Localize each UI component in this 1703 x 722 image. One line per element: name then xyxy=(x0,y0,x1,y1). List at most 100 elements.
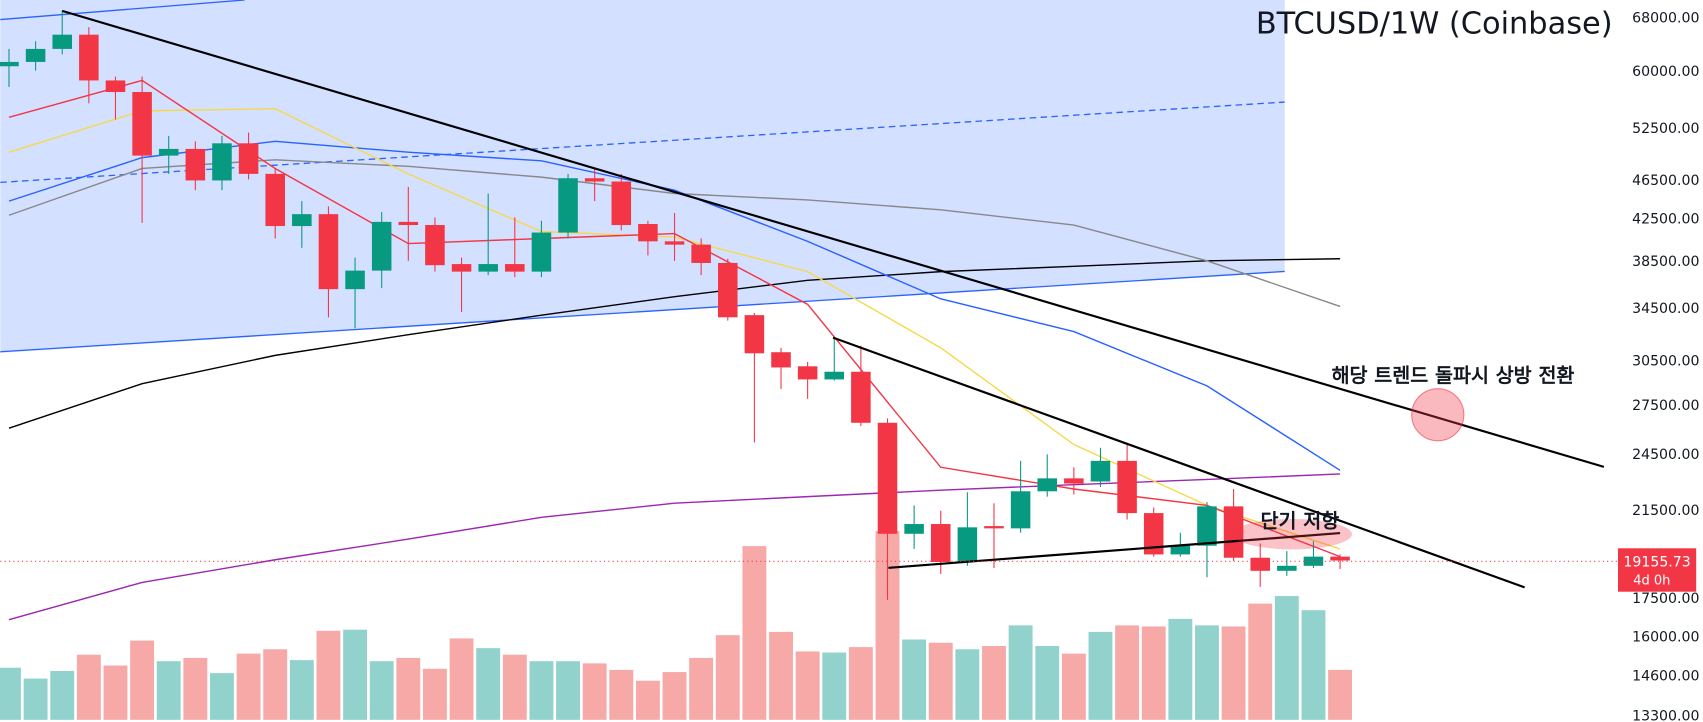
volume-bar xyxy=(236,653,261,720)
volume-bar xyxy=(875,530,900,720)
channel-mid xyxy=(0,101,1285,184)
volume-bar xyxy=(1195,625,1219,720)
annotation: 해당 트렌드 돌파시 상방 전환 xyxy=(1332,364,1575,387)
volume-bar xyxy=(316,630,341,720)
candle-body xyxy=(584,178,605,182)
volume-bar xyxy=(183,657,208,720)
y-tick-label: 42500.00 xyxy=(1632,212,1699,228)
candle-body xyxy=(345,270,365,290)
volume-bar xyxy=(1168,618,1193,720)
volume-bar xyxy=(582,663,607,720)
volume-bar xyxy=(928,642,953,720)
volume-bar xyxy=(529,661,554,720)
candle-body xyxy=(1197,506,1217,546)
candle-body xyxy=(79,34,99,81)
candle-body xyxy=(371,221,392,271)
volume-bar xyxy=(289,660,314,720)
highlight-circle xyxy=(1411,388,1465,442)
channel-upper xyxy=(0,0,245,21)
candle-body xyxy=(797,366,818,380)
y-tick-label: 14600.00 xyxy=(1632,669,1699,685)
y-tick-label: 21500.00 xyxy=(1632,503,1699,519)
volume-bar xyxy=(1248,603,1273,720)
volume-bar xyxy=(715,635,740,720)
candle-body xyxy=(1117,460,1137,514)
volume-bar xyxy=(1115,625,1140,720)
volume-bar xyxy=(1274,596,1299,720)
y-tick-label: 38500.00 xyxy=(1632,254,1699,270)
volume-bar xyxy=(769,631,793,720)
volume-bar xyxy=(556,661,580,720)
candle-body xyxy=(904,524,924,534)
candle-layer xyxy=(0,10,1350,600)
volume-bar xyxy=(396,657,421,720)
candle-body xyxy=(957,527,978,562)
y-tick-label: 17500.00 xyxy=(1632,591,1699,607)
candle-body xyxy=(478,264,498,272)
volume-bar xyxy=(449,638,474,720)
volume-bar xyxy=(689,657,714,720)
candle-body xyxy=(1303,556,1324,566)
candle-body xyxy=(744,315,765,354)
y-tick-label: 46500.00 xyxy=(1632,173,1699,189)
y-tick-label: 52500.00 xyxy=(1632,121,1699,137)
candle-body xyxy=(851,371,871,423)
trendlines xyxy=(0,9,1619,589)
volume-bar xyxy=(476,648,501,720)
volume-bar xyxy=(848,647,873,720)
moving-average xyxy=(8,258,1341,429)
candle-body xyxy=(1037,478,1058,492)
candle-body xyxy=(505,264,525,272)
candle-body xyxy=(212,143,232,181)
volume-bar xyxy=(50,670,75,720)
candle-body xyxy=(265,173,285,227)
volume-bar xyxy=(343,629,368,720)
candle-body xyxy=(292,214,312,227)
volume-bar xyxy=(822,652,847,720)
candle-body xyxy=(1090,460,1111,482)
candle-body xyxy=(930,524,951,562)
volume-bar xyxy=(1221,626,1246,720)
candle-body xyxy=(318,214,339,290)
y-tick-label: 13300.00 xyxy=(1632,709,1699,722)
volume-bar xyxy=(210,673,234,720)
candle-body xyxy=(425,225,445,266)
volume-bar xyxy=(502,654,527,720)
volume-bar xyxy=(1301,610,1326,720)
volume-bar xyxy=(1008,625,1033,720)
chart-title: BTCUSD/1W (Coinbase) xyxy=(1256,6,1613,41)
candle-body xyxy=(984,526,1004,529)
y-tick-label: 16000.00 xyxy=(1632,630,1699,646)
candle-body xyxy=(1143,513,1164,555)
volume-bar xyxy=(130,640,155,720)
volume-bar xyxy=(263,649,288,720)
volume-bar xyxy=(795,651,820,720)
volume-bar xyxy=(369,661,394,720)
candle-body xyxy=(185,148,206,181)
y-tick-label: 24500.00 xyxy=(1632,447,1699,463)
candle-body xyxy=(1064,478,1084,484)
countdown: 4d 0h xyxy=(1633,573,1670,588)
candle-body xyxy=(1010,491,1031,529)
trendline xyxy=(888,532,1341,569)
volume-bar xyxy=(902,639,927,720)
y-tick-label: 27500.00 xyxy=(1632,398,1699,414)
y-tick-label: 30500.00 xyxy=(1632,354,1699,370)
candle-body xyxy=(451,264,472,272)
candle-body xyxy=(877,422,898,534)
trendline xyxy=(832,336,1526,589)
channel-lower xyxy=(0,270,1285,353)
candle-body xyxy=(0,61,19,67)
candle-body xyxy=(531,232,552,272)
volume-bar xyxy=(635,680,660,720)
candle-body xyxy=(824,371,845,380)
candle-body xyxy=(718,262,738,318)
volume-bar xyxy=(422,668,447,720)
candle-body xyxy=(638,224,658,242)
y-tick-label: 68000.00 xyxy=(1632,10,1699,26)
candle-body xyxy=(1170,545,1191,555)
candle-body xyxy=(664,241,685,245)
candle-body xyxy=(611,181,632,226)
last-price-label: 19155.73 xyxy=(1623,554,1690,570)
candle-body xyxy=(105,80,126,93)
